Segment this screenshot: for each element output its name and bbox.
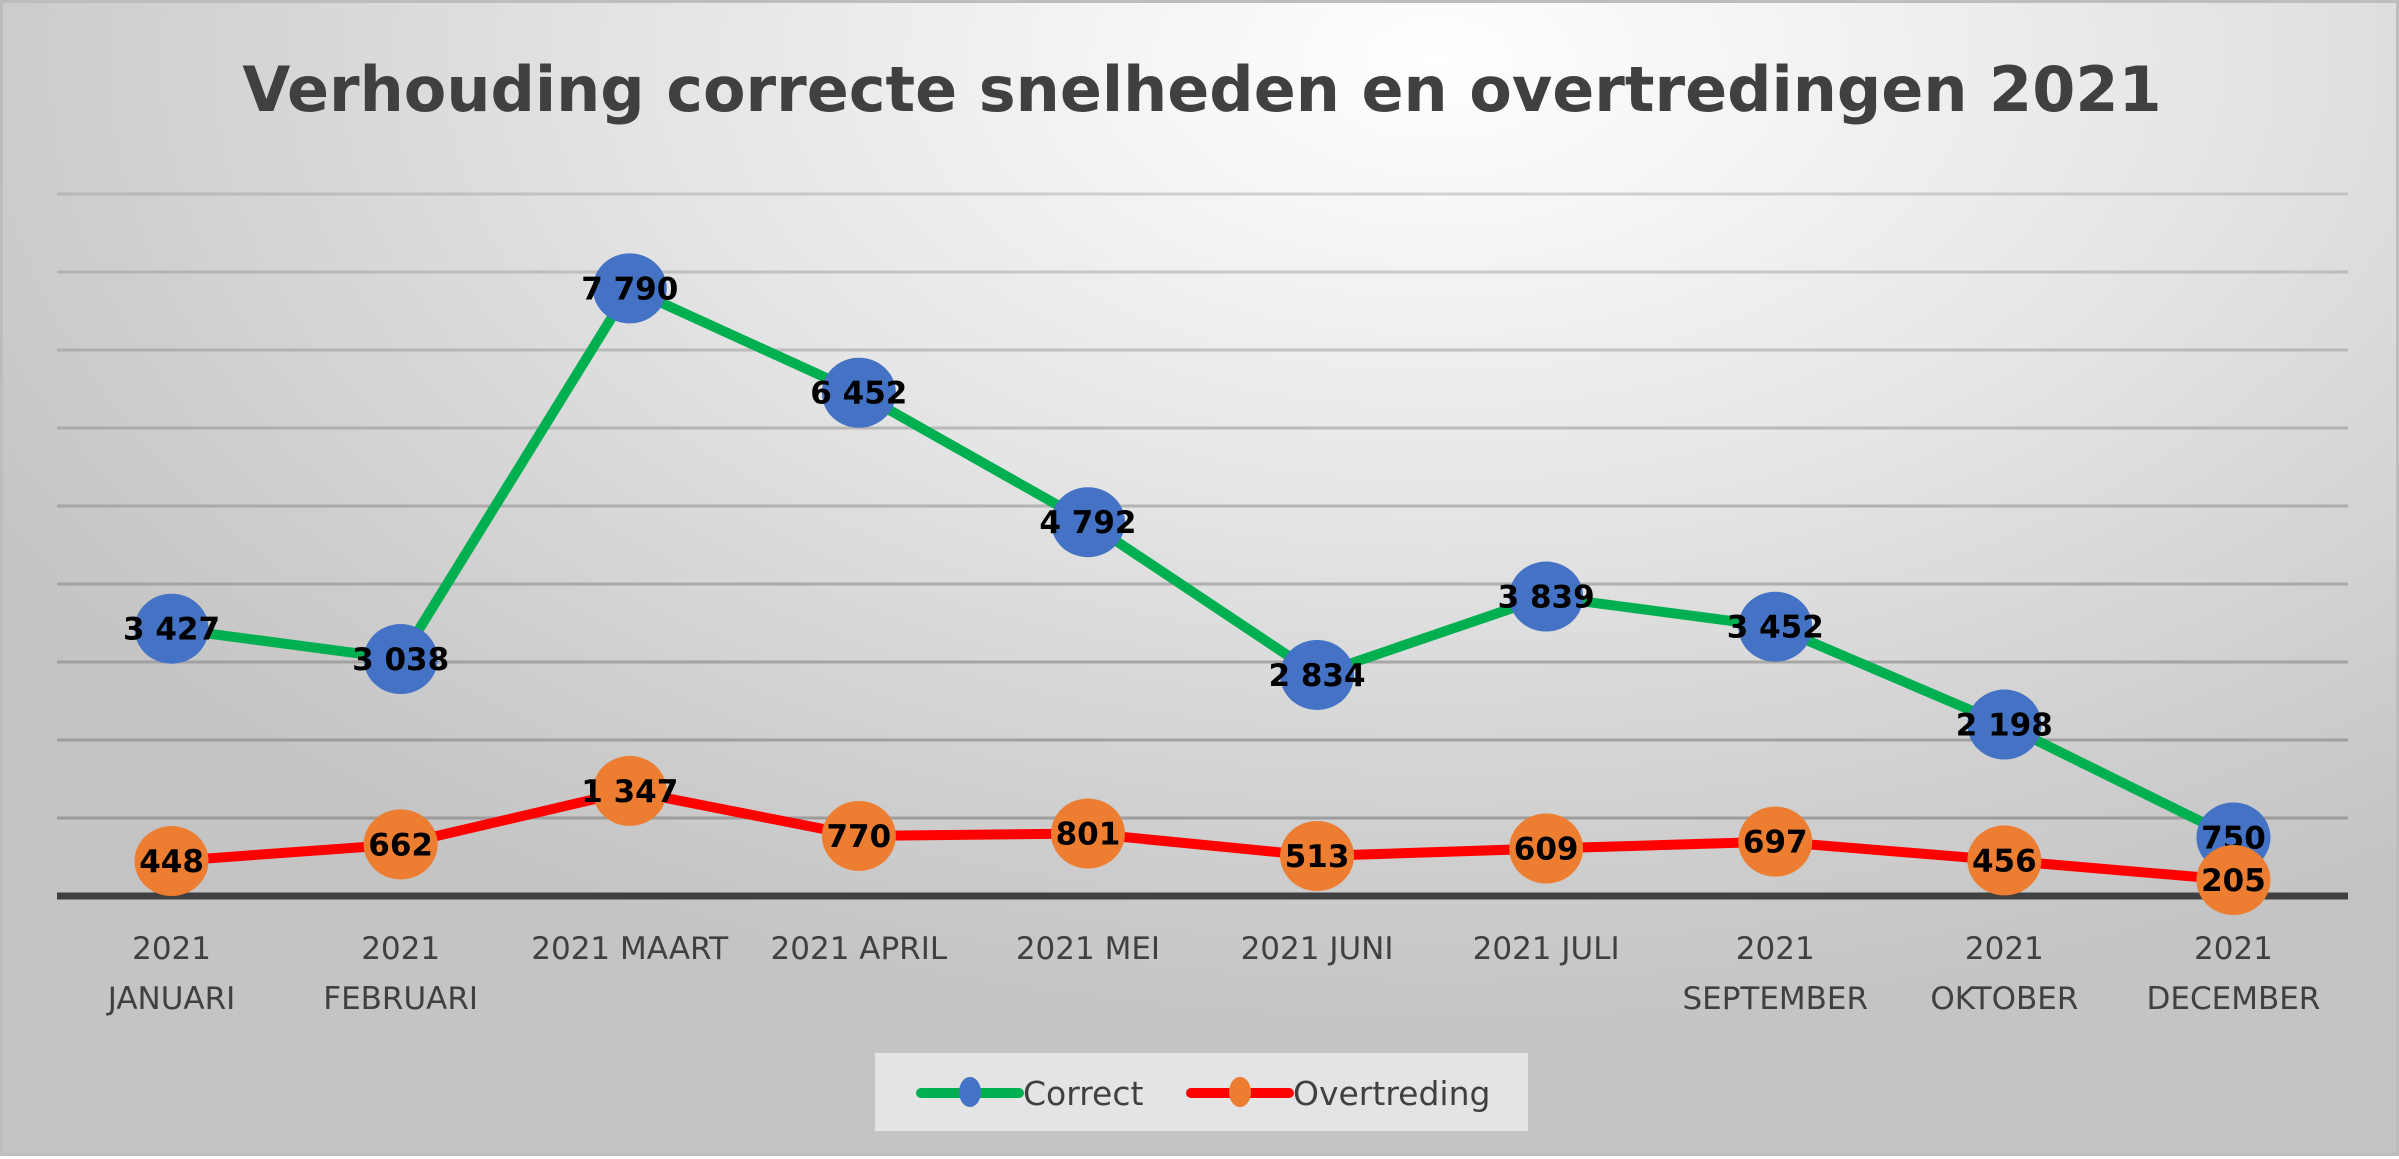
data-label: 3 038 — [352, 642, 449, 678]
data-point-correct — [1967, 689, 2042, 760]
data-point-overtreding — [2196, 845, 2271, 916]
data-point-overtreding — [821, 800, 896, 871]
data-point-correct — [363, 624, 438, 695]
x-tick-label: 2021 — [132, 931, 211, 967]
data-label: 205 — [2201, 863, 2266, 899]
series-markers: 3 427 3 038 7 790 6 452 4 792 2 834 3 839 3 452… — [123, 253, 2271, 916]
data-point-overtreding — [1738, 806, 1813, 877]
data-label: 4 792 — [1039, 505, 1136, 541]
data-label: 2 198 — [1956, 708, 2053, 744]
data-label: 2 834 — [1269, 658, 1366, 694]
x-tick-label: DECEMBER — [2147, 981, 2321, 1017]
x-tick-label: 2021 JULI — [1473, 931, 1620, 967]
x-axis-ticks: 2021 JANUARI 2021 FEBRUARI 2021 MAART 2021 AP… — [106, 931, 2321, 1017]
data-label: 697 — [1743, 825, 1808, 861]
gridlines — [57, 192, 2348, 900]
x-tick-label: 2021 — [1736, 931, 1815, 967]
x-tick-label: 2021 MAART — [531, 931, 729, 967]
chart-title: Verhouding correcte snelheden en overtre… — [242, 53, 2161, 126]
data-label: 609 — [1514, 831, 1579, 867]
data-label: 770 — [826, 819, 891, 855]
data-label: 456 — [1972, 843, 2037, 879]
series-line-correct — [170, 283, 2236, 842]
x-tick-label: OKTOBER — [1930, 981, 2078, 1017]
data-label: 1 347 — [581, 774, 678, 810]
data-label: 3 839 — [1498, 580, 1595, 616]
data-label: 448 — [139, 844, 204, 880]
data-label: 513 — [1285, 839, 1350, 875]
line-chart: Verhouding correcte snelheden en overtre… — [57, 53, 2348, 1131]
legend-marker-icon — [959, 1077, 981, 1107]
x-tick-label: FEBRUARI — [323, 981, 478, 1017]
legend-label: Overtreding — [1293, 1074, 1490, 1113]
data-label: 3 452 — [1727, 610, 1824, 646]
x-tick-label: 2021 JUNI — [1241, 931, 1394, 967]
data-point-correct — [821, 357, 896, 428]
data-label: 801 — [1056, 817, 1121, 853]
x-tick-label: 2021 — [1965, 931, 2044, 967]
legend: Correct Overtreding — [875, 1053, 1528, 1131]
data-point-overtreding — [1050, 798, 1125, 869]
x-tick-label: 2021 APRIL — [771, 931, 948, 967]
data-label: 7 790 — [581, 271, 678, 307]
data-label: 6 452 — [810, 376, 907, 412]
data-point-correct — [1509, 561, 1584, 632]
series-line-overtreding — [171, 785, 2234, 885]
data-point-correct — [1738, 591, 1813, 662]
data-point-correct — [134, 593, 209, 664]
data-point-correct — [1050, 487, 1125, 558]
x-tick-label: 2021 MEI — [1016, 931, 1160, 967]
series-lines — [170, 283, 2236, 885]
data-label: 662 — [368, 827, 433, 863]
legend-marker-icon — [1229, 1077, 1251, 1107]
x-tick-label: 2021 — [361, 931, 440, 967]
data-point-correct — [592, 253, 667, 324]
x-tick-label: SEPTEMBER — [1682, 981, 1868, 1017]
data-point-overtreding — [1280, 820, 1355, 891]
data-point-overtreding — [363, 809, 438, 880]
data-point-overtreding — [1967, 825, 2042, 896]
x-tick-label: JANUARI — [106, 981, 236, 1017]
data-point-overtreding — [592, 755, 667, 826]
x-tick-label: 2021 — [2194, 931, 2273, 967]
data-point-correct — [1280, 639, 1355, 710]
legend-label: Correct — [1023, 1074, 1144, 1113]
data-point-overtreding — [134, 826, 209, 897]
data-point-overtreding — [1509, 813, 1584, 884]
data-label: 3 427 — [123, 612, 220, 648]
